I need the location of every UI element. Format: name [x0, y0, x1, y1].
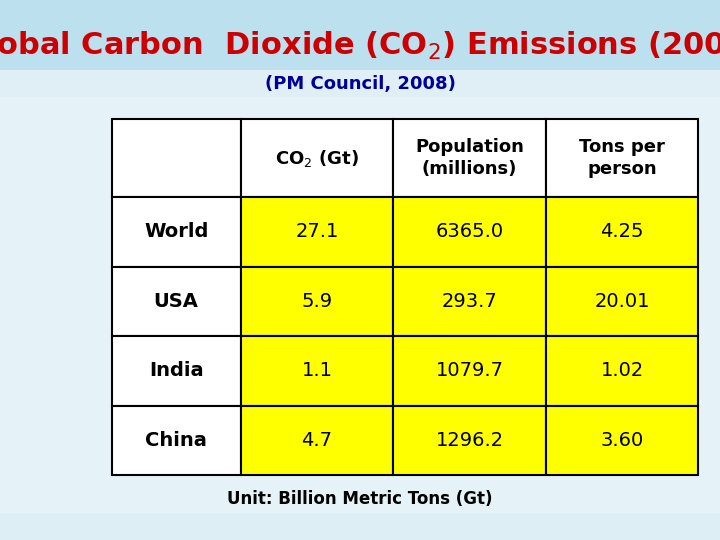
Text: 5.9: 5.9 — [302, 292, 333, 311]
Text: 293.7: 293.7 — [441, 292, 498, 311]
Text: 1079.7: 1079.7 — [436, 361, 503, 381]
Text: China: China — [145, 431, 207, 450]
Bar — [546, 336, 698, 406]
Bar — [240, 267, 393, 336]
Text: 1.1: 1.1 — [302, 361, 333, 381]
Bar — [393, 336, 546, 406]
Text: (PM Council, 2008): (PM Council, 2008) — [264, 75, 456, 93]
Bar — [240, 197, 393, 267]
Bar — [112, 406, 240, 475]
Text: 6365.0: 6365.0 — [436, 222, 503, 241]
Bar — [546, 406, 698, 475]
Bar — [112, 336, 240, 406]
Text: 20.01: 20.01 — [595, 292, 650, 311]
Text: USA: USA — [153, 292, 199, 311]
Text: 1.02: 1.02 — [600, 361, 644, 381]
Text: India: India — [149, 361, 204, 381]
Bar — [112, 119, 240, 197]
Text: Tons per
person: Tons per person — [579, 138, 665, 178]
Text: Unit: Billion Metric Tons (Gt): Unit: Billion Metric Tons (Gt) — [228, 490, 492, 509]
Bar — [240, 119, 393, 197]
Text: Global Carbon  Dioxide (CO$_2$) Emissions (2004): Global Carbon Dioxide (CO$_2$) Emissions… — [0, 30, 720, 62]
Text: 27.1: 27.1 — [295, 222, 338, 241]
Bar — [0, 70, 720, 513]
Text: CO$_2$ (Gt): CO$_2$ (Gt) — [275, 147, 359, 168]
Bar — [112, 197, 240, 267]
Text: Population
(millions): Population (millions) — [415, 138, 524, 178]
Bar — [546, 267, 698, 336]
Bar — [393, 119, 546, 197]
Text: 3.60: 3.60 — [600, 431, 644, 450]
Text: 4.25: 4.25 — [600, 222, 644, 241]
Bar — [546, 197, 698, 267]
Text: World: World — [144, 222, 208, 241]
Bar — [393, 267, 546, 336]
Bar — [240, 406, 393, 475]
Text: 1296.2: 1296.2 — [436, 431, 503, 450]
Bar — [112, 267, 240, 336]
Bar — [393, 197, 546, 267]
Text: 4.7: 4.7 — [302, 431, 333, 450]
Bar — [546, 119, 698, 197]
Bar — [0, 0, 720, 97]
Bar — [240, 336, 393, 406]
Bar — [393, 406, 546, 475]
